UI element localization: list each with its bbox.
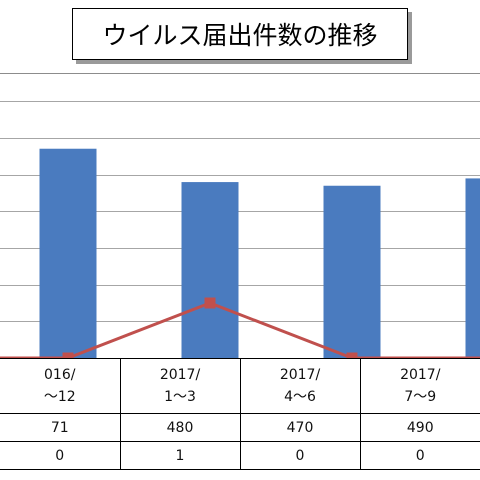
category-months: 〜12 [43, 389, 76, 405]
line-value-cell: 0 [0, 441, 121, 470]
category-cell: 016/ 〜12 [0, 358, 121, 414]
bar-value-cell: 470 [239, 413, 361, 442]
category-year: 2017/ [400, 367, 441, 383]
bar-series [39, 148, 480, 358]
line-value-cell: 1 [119, 441, 241, 470]
line-value-cell: 0 [239, 441, 361, 470]
category-year: 2017/ [159, 367, 201, 383]
category-months: 1〜3 [164, 389, 196, 405]
line-marker [346, 352, 358, 358]
category-cell: 2017/ 7〜9 [359, 358, 480, 414]
bar-value-row: 71 480 470 490 [0, 413, 480, 442]
bar-value-cell: 71 [0, 413, 121, 442]
line-value-row: 0 1 0 0 [0, 441, 480, 470]
line-marker [204, 297, 216, 309]
category-year: 2017/ [279, 367, 321, 383]
chart-title-box: ウイルス届出件数の推移 [72, 8, 408, 60]
category-row: 016/ 〜12 2017/ 1〜3 2017/ 4〜6 2017/ 7〜9 [0, 358, 480, 414]
bar [39, 148, 97, 358]
bar [465, 178, 480, 358]
line-value-cell: 0 [359, 441, 480, 470]
line-series [0, 297, 480, 358]
bar [323, 185, 381, 358]
bar [181, 182, 239, 358]
plot-top-border [0, 73, 480, 74]
series-line [0, 301, 480, 358]
category-cell: 2017/ 1〜3 [119, 358, 241, 414]
chart-title: ウイルス届出件数の推移 [102, 21, 378, 50]
data-table: 016/ 〜12 2017/ 1〜3 2017/ 4〜6 2017/ 7〜9 7… [0, 358, 480, 470]
chart-plot [0, 101, 480, 358]
line-marker [62, 352, 74, 358]
category-cell: 2017/ 4〜6 [239, 358, 361, 414]
category-months: 4〜6 [284, 389, 316, 405]
category-year: 016/ [44, 367, 76, 383]
bar-value-cell: 490 [359, 413, 480, 442]
category-months: 7〜9 [404, 389, 437, 405]
bar-value-cell: 480 [119, 413, 241, 442]
